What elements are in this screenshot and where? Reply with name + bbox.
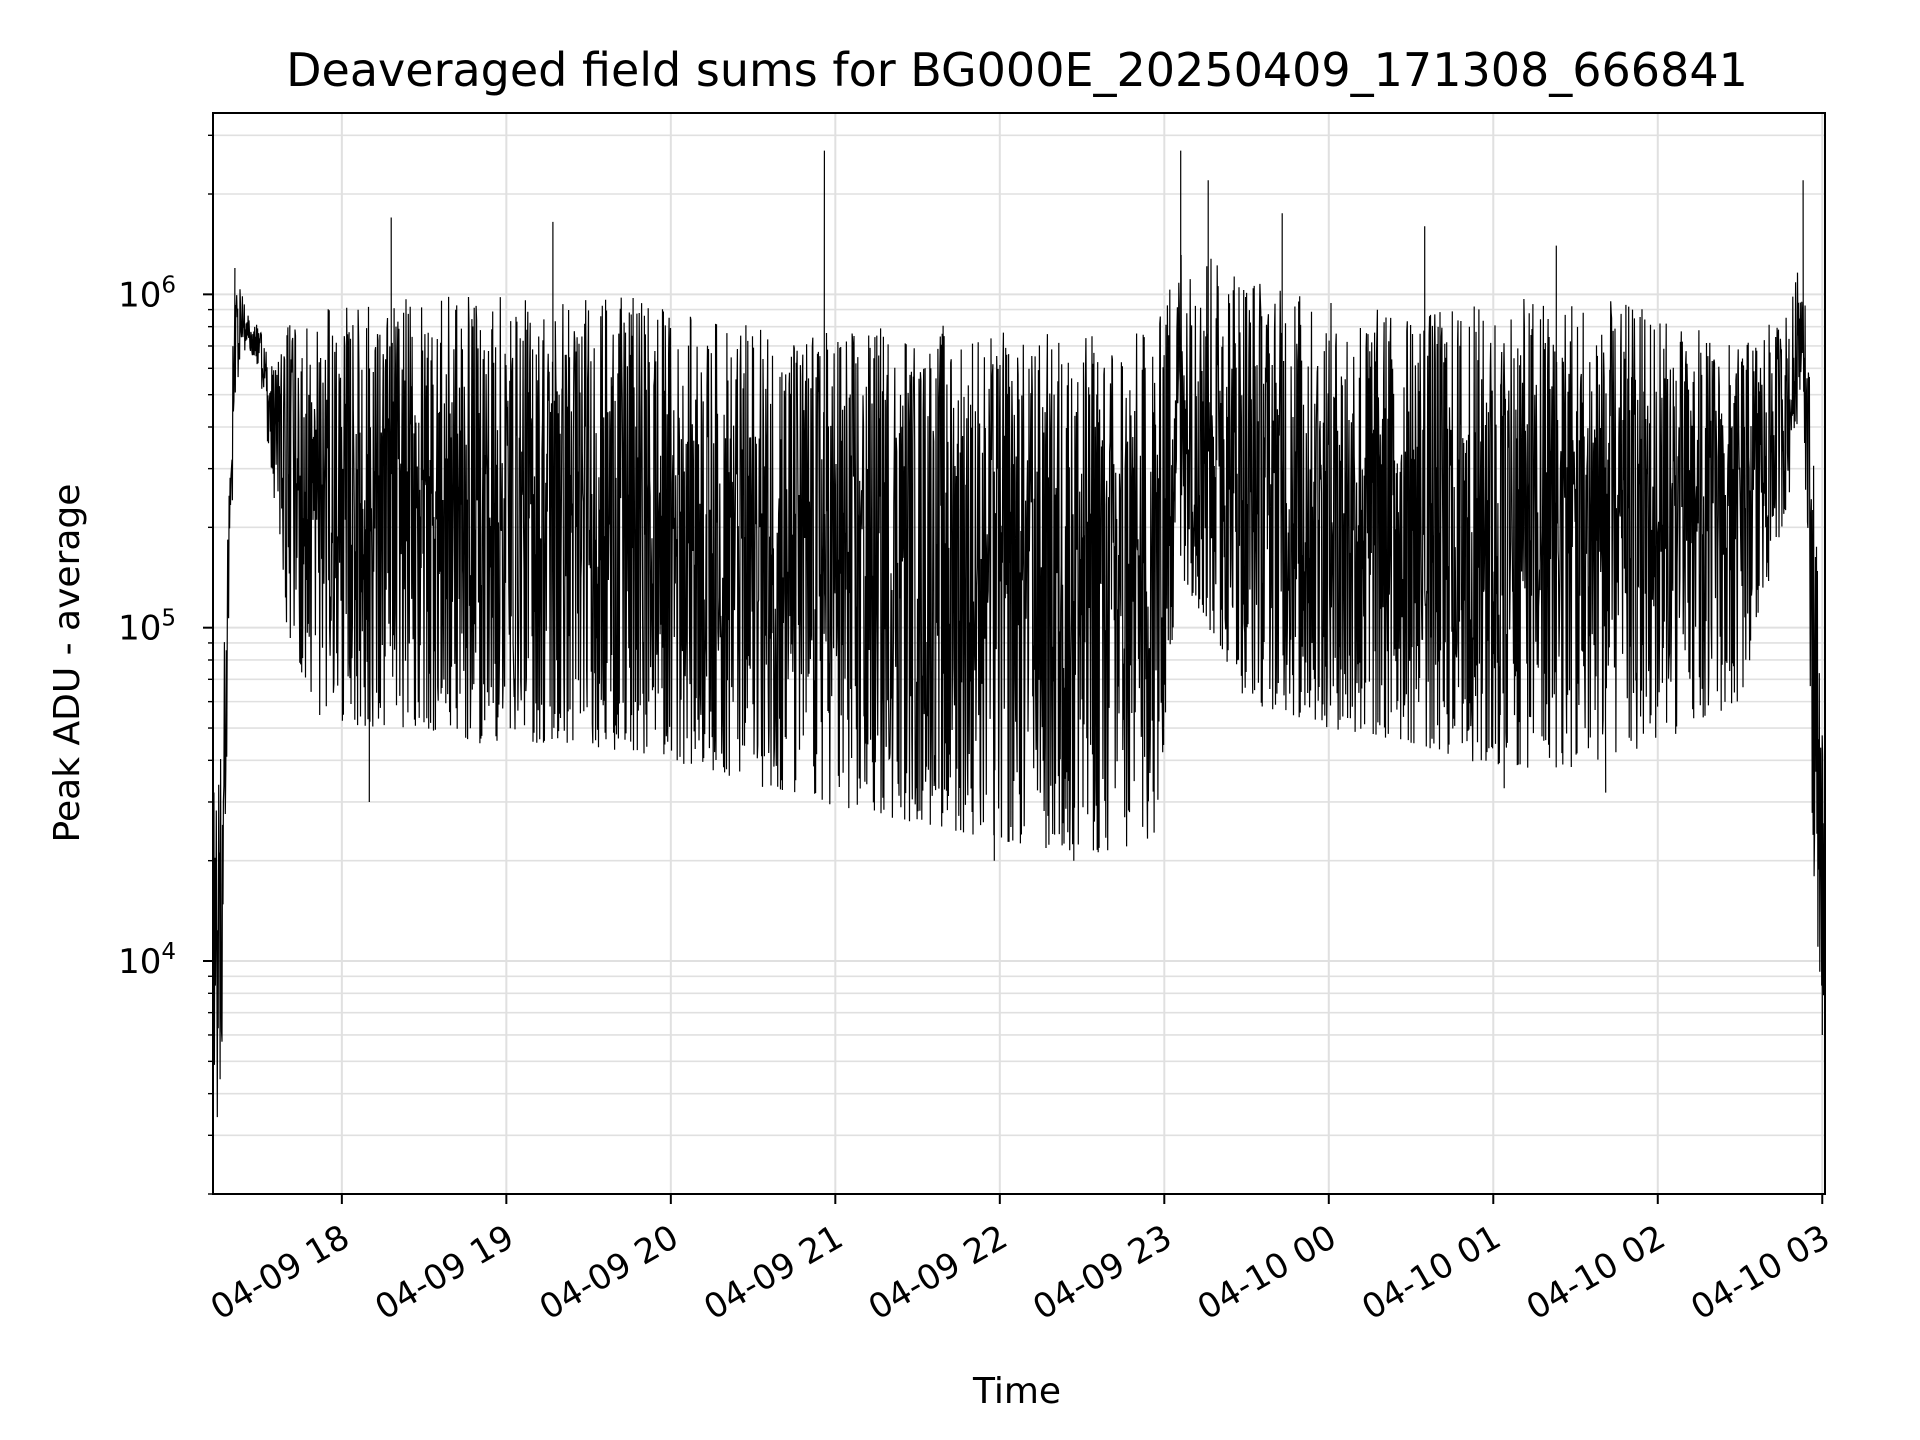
chart-title: Deaveraged field sums for BG000E_2025040… bbox=[286, 43, 1748, 97]
y-axis-label: Peak ADU - average bbox=[47, 484, 88, 843]
y-tick-label: 104 bbox=[118, 939, 176, 982]
series-line-group bbox=[212, 150, 1826, 1118]
y-tick-exponent: 6 bbox=[161, 272, 176, 298]
y-tick-exponent: 5 bbox=[161, 606, 176, 632]
series-line bbox=[212, 150, 1826, 1118]
y-tick-exponent: 4 bbox=[161, 939, 176, 965]
plot-area-frame bbox=[212, 112, 1826, 1195]
y-tick-label: 105 bbox=[118, 606, 176, 649]
y-tick-label: 106 bbox=[118, 272, 176, 315]
y-tick-base: 10 bbox=[118, 275, 161, 315]
x-axis-label: Time bbox=[972, 1371, 1061, 1412]
y-tick-base: 10 bbox=[118, 609, 161, 649]
y-tick-base: 10 bbox=[118, 942, 161, 982]
